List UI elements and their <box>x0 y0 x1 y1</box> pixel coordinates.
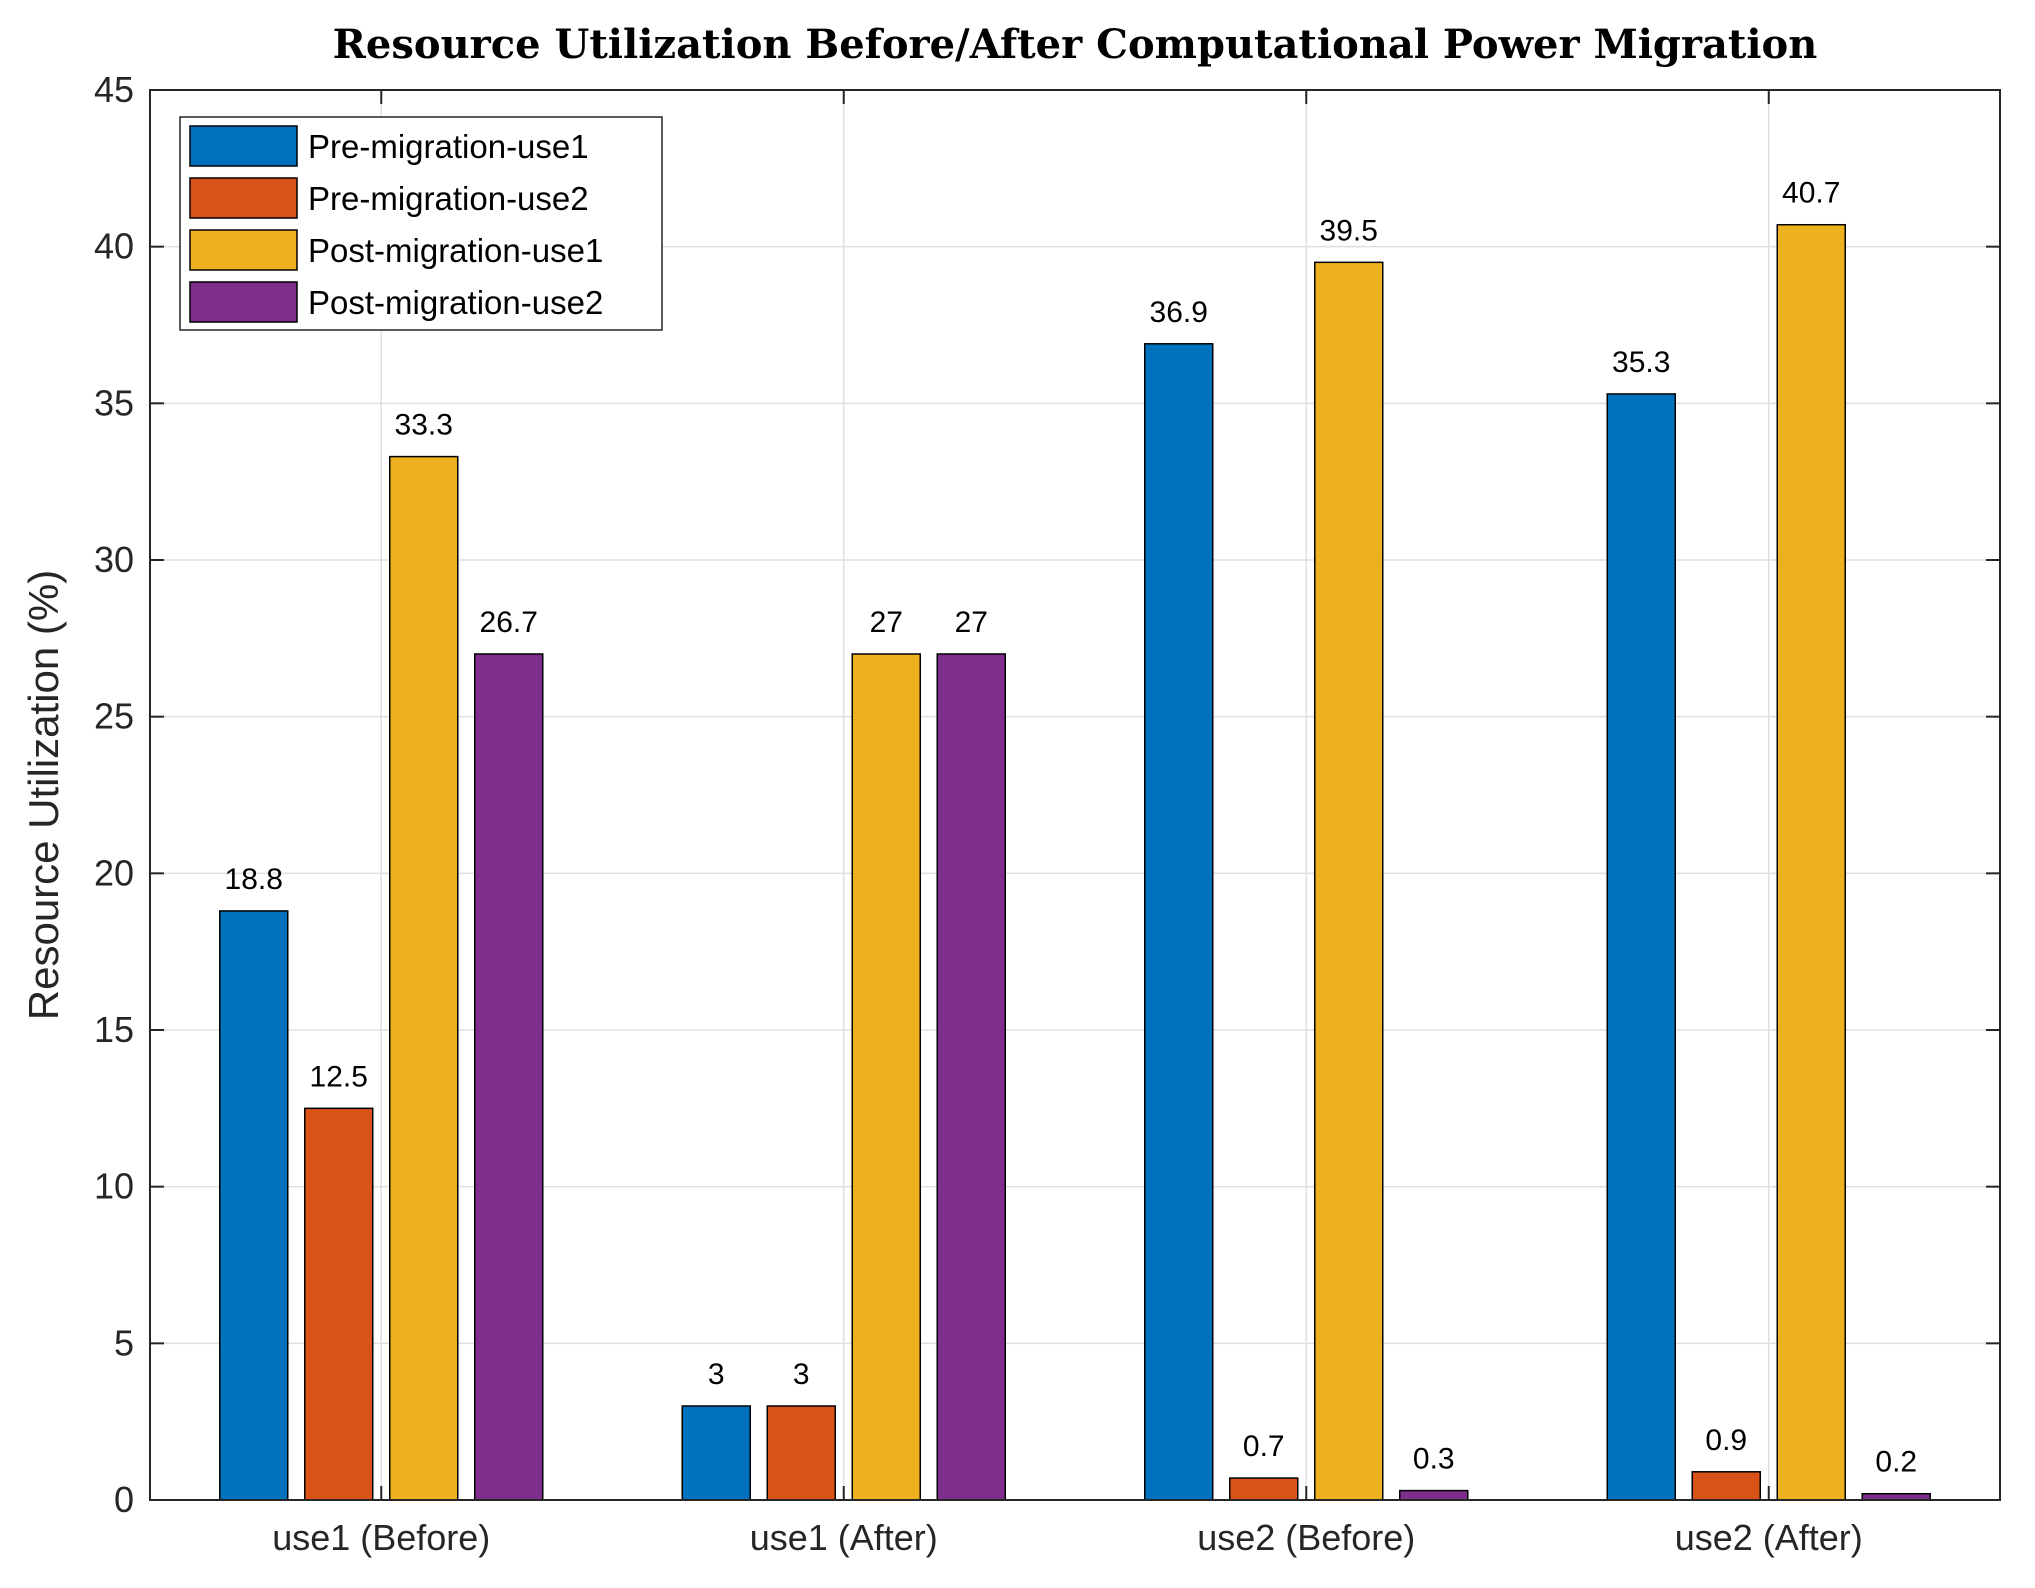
bar <box>1144 343 1214 1501</box>
bar <box>1691 1471 1761 1501</box>
bar <box>1399 1489 1469 1501</box>
bar <box>766 1405 836 1501</box>
y-tick-label: 10 <box>94 1166 134 1207</box>
y-tick-label: 30 <box>94 539 134 580</box>
bar <box>1606 393 1676 1501</box>
data-label: 0.9 <box>1705 1424 1747 1457</box>
y-tick-label: 0 <box>114 1479 134 1520</box>
bar <box>304 1107 374 1501</box>
bar <box>936 653 1006 1501</box>
bar <box>1314 261 1384 1501</box>
y-tick-label: 20 <box>94 852 134 893</box>
legend-label: Post-migration-use2 <box>308 284 603 321</box>
data-label: 12.5 <box>310 1060 368 1093</box>
chart-title: Resource Utilization Before/After Comput… <box>333 21 1818 68</box>
axis-ticks: 0 5 10 15 20 25 30 35 40 45 use1 (Before) use1 (Aft… <box>94 69 2000 1558</box>
legend-label: Pre-migration-use1 <box>308 128 589 165</box>
data-label: 0.2 <box>1875 1446 1917 1479</box>
bar <box>219 910 289 1501</box>
data-label: 35.3 <box>1612 346 1670 379</box>
data-label: 26.7 <box>480 606 538 639</box>
x-tick-label: use2 (After) <box>1675 1517 1863 1558</box>
y-tick-label: 40 <box>94 226 134 267</box>
data-label: 3 <box>708 1358 725 1391</box>
legend-swatch <box>189 281 298 323</box>
data-label: 0.3 <box>1413 1443 1455 1476</box>
bar <box>474 653 544 1501</box>
bar <box>681 1405 751 1501</box>
bar <box>851 653 921 1501</box>
data-label: 40.7 <box>1782 177 1840 210</box>
plot-area-frame <box>149 89 2001 1501</box>
legend-label: Post-migration-use1 <box>308 232 603 269</box>
data-label: 0.7 <box>1243 1430 1285 1463</box>
legend: Pre-migration-use1 Pre-migration-use2 Post… <box>179 116 663 331</box>
y-tick-label: 25 <box>94 696 134 737</box>
x-tick-label: use1 (After) <box>750 1517 938 1558</box>
bars <box>219 223 1931 1501</box>
legend-label: Pre-migration-use2 <box>308 180 589 217</box>
data-label: 18.8 <box>225 863 283 896</box>
y-tick-label: 45 <box>94 69 134 110</box>
data-labels: 18.8 3 36.9 35.3 12.5 3 0.7 0.9 33.3 27 39.5 40.7 26… <box>225 177 1918 1479</box>
data-label: 33.3 <box>395 409 453 442</box>
bar <box>1229 1477 1299 1501</box>
y-tick-label: 5 <box>114 1322 134 1363</box>
y-tick-label: 35 <box>94 382 134 423</box>
data-label: 27 <box>870 606 903 639</box>
y-tick-label: 15 <box>94 1009 134 1050</box>
data-label: 3 <box>793 1358 810 1391</box>
data-label: 39.5 <box>1320 214 1378 247</box>
y-axis-label: Resource Utilization (%) <box>20 570 67 1020</box>
x-tick-label: use2 (Before) <box>1197 1517 1415 1558</box>
data-label: 36.9 <box>1150 296 1208 329</box>
legend-swatch <box>189 229 298 271</box>
legend-swatch <box>189 125 298 167</box>
data-label: 27 <box>955 606 988 639</box>
bar <box>1776 223 1846 1501</box>
x-tick-label: use1 (Before) <box>272 1517 490 1558</box>
bar <box>389 455 459 1501</box>
legend-swatch <box>189 177 298 219</box>
